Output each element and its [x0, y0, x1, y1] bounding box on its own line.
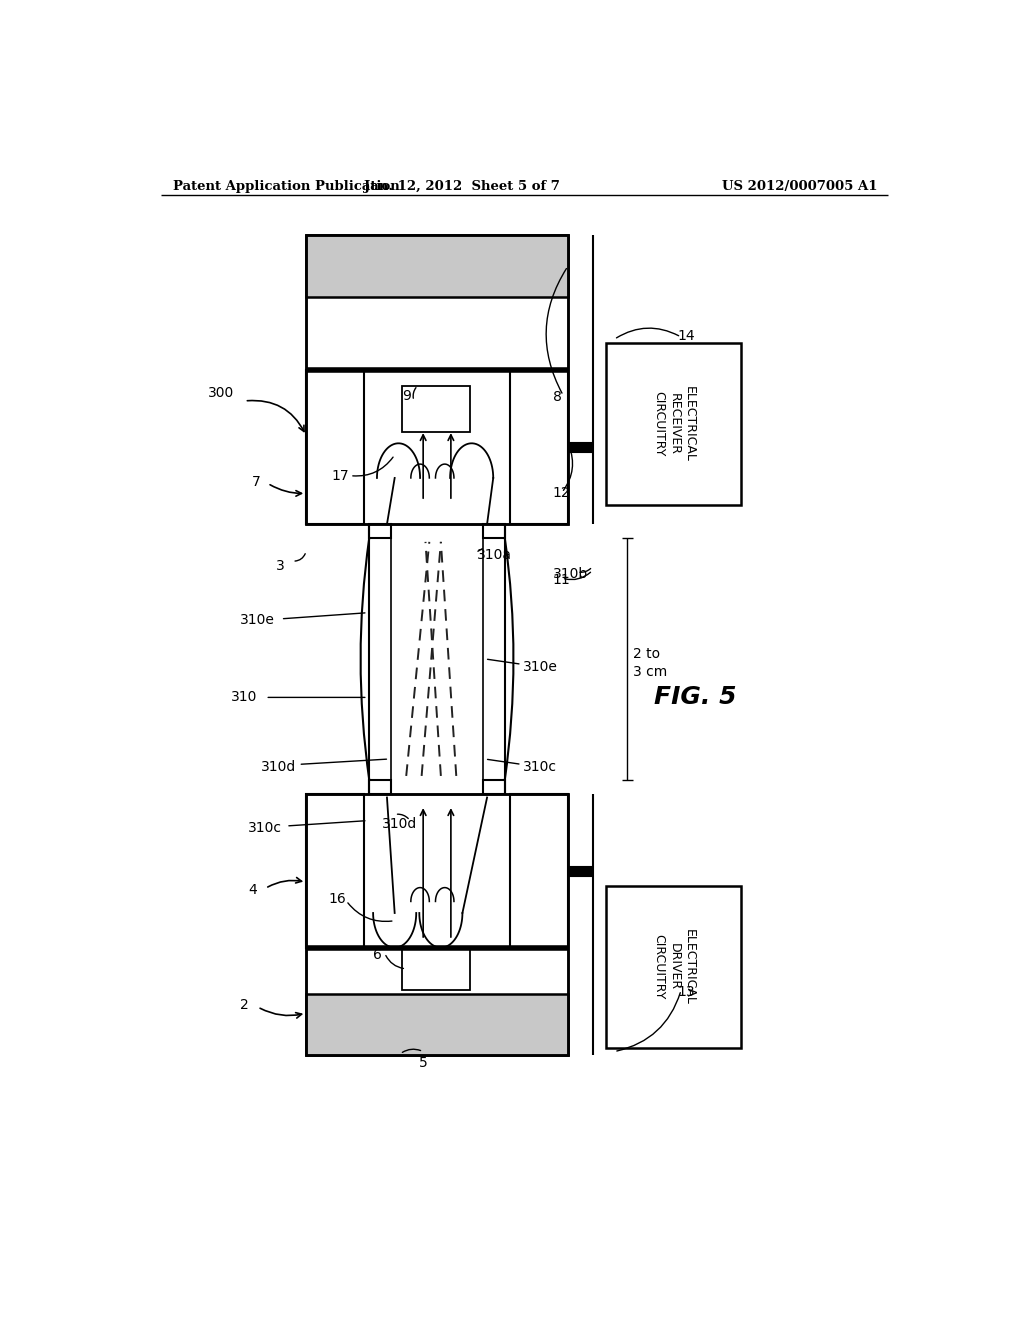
- Text: 9: 9: [402, 389, 412, 404]
- Bar: [306, 994, 568, 1056]
- Text: 310a: 310a: [477, 548, 512, 562]
- Bar: [306, 235, 568, 297]
- Text: 7: 7: [252, 475, 260, 488]
- Bar: [606, 343, 741, 506]
- Text: 11: 11: [553, 573, 570, 587]
- Bar: [306, 793, 568, 1056]
- Text: 310d: 310d: [261, 760, 296, 774]
- Text: 13: 13: [677, 985, 695, 999]
- Bar: [483, 780, 505, 793]
- Text: 14: 14: [677, 329, 695, 342]
- Bar: [510, 793, 568, 948]
- Bar: [306, 235, 568, 524]
- Text: ELECTRICAL
DRIVER
CIRCUITRY: ELECTRICAL DRIVER CIRCUITRY: [652, 929, 695, 1005]
- Text: ELECTRICAL
RECEIVER
CIRCUITRY: ELECTRICAL RECEIVER CIRCUITRY: [652, 387, 695, 462]
- Text: 17: 17: [331, 469, 349, 483]
- Text: 310d: 310d: [382, 817, 418, 832]
- Text: 4: 4: [248, 883, 257, 896]
- Text: Patent Application Publication: Patent Application Publication: [173, 180, 399, 193]
- Bar: [510, 370, 568, 524]
- Text: 310e: 310e: [523, 660, 558, 673]
- Text: 16: 16: [328, 892, 346, 906]
- Text: 310b: 310b: [553, 568, 588, 581]
- Text: 2 to
3 cm: 2 to 3 cm: [633, 647, 667, 678]
- Bar: [370, 524, 391, 539]
- Bar: [306, 793, 568, 1056]
- Text: 310c: 310c: [523, 760, 557, 774]
- Text: 310: 310: [231, 690, 258, 705]
- Bar: [306, 793, 364, 948]
- Bar: [402, 385, 470, 432]
- Bar: [370, 780, 391, 793]
- Bar: [306, 370, 364, 524]
- Bar: [402, 948, 470, 990]
- Text: FIG. 5: FIG. 5: [654, 685, 736, 709]
- Text: 6: 6: [373, 948, 381, 962]
- Text: 2: 2: [241, 998, 249, 1012]
- Bar: [306, 235, 568, 524]
- Text: 3: 3: [276, 560, 285, 573]
- Text: Jan. 12, 2012  Sheet 5 of 7: Jan. 12, 2012 Sheet 5 of 7: [364, 180, 559, 193]
- Bar: [483, 524, 505, 539]
- Text: 5: 5: [419, 1056, 428, 1071]
- Text: 310c: 310c: [248, 821, 283, 836]
- Text: US 2012/0007005 A1: US 2012/0007005 A1: [722, 180, 878, 193]
- Text: 12: 12: [553, 486, 570, 499]
- Text: 8: 8: [553, 391, 561, 404]
- Text: 300: 300: [208, 387, 234, 400]
- Text: 310e: 310e: [241, 614, 275, 627]
- Bar: [606, 886, 741, 1048]
